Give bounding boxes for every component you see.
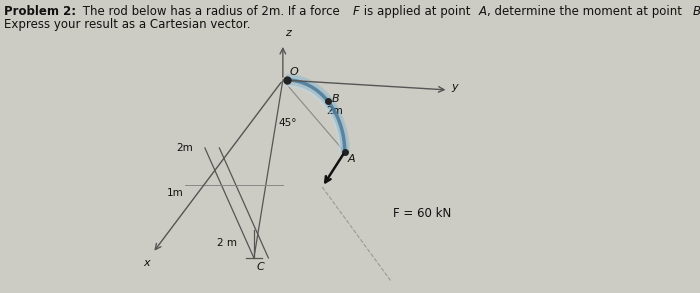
Text: z: z (286, 28, 291, 38)
Text: Problem 2:: Problem 2: (4, 5, 76, 18)
Text: Express your result as a Cartesian vector.: Express your result as a Cartesian vecto… (4, 18, 251, 31)
Text: B: B (332, 94, 340, 104)
Text: 45°: 45° (279, 118, 298, 128)
Text: 2m: 2m (176, 143, 193, 153)
Text: The rod below has a radius of 2m. If a force: The rod below has a radius of 2m. If a f… (79, 5, 343, 18)
Text: F = 60 kN: F = 60 kN (393, 207, 452, 220)
Text: O: O (289, 67, 298, 77)
Text: 1m: 1m (167, 188, 183, 198)
Text: , determine the moment at point: , determine the moment at point (486, 5, 685, 18)
Text: B: B (693, 5, 700, 18)
Text: 2 m: 2 m (217, 238, 237, 248)
Text: x: x (143, 258, 150, 268)
Text: 2m: 2m (326, 106, 342, 116)
Text: A: A (348, 154, 356, 164)
Text: is applied at point: is applied at point (360, 5, 475, 18)
Text: C: C (256, 262, 264, 272)
Text: A: A (479, 5, 486, 18)
Text: y: y (452, 82, 458, 92)
Text: F: F (353, 5, 360, 18)
